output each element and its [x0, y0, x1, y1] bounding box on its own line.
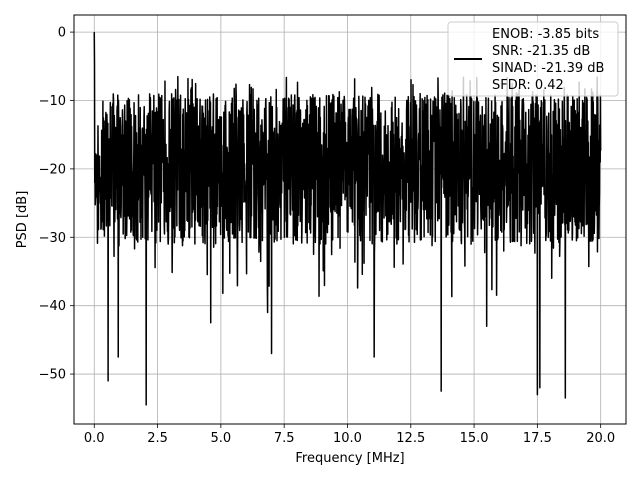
y-tick-label: 0	[58, 26, 66, 41]
x-axis-label: Frequency [MHz]	[295, 451, 404, 466]
y-axis-label: PSD [dB]	[15, 191, 30, 249]
legend-box	[447, 21, 619, 97]
y-tick-label: −30	[39, 231, 66, 246]
x-tick-label: 0.0	[84, 431, 105, 446]
legend-sinad: SINAD: -21.39 dB	[492, 61, 604, 76]
y-axis-ticks: 0 −10 −20 −30 −40 −50	[39, 26, 74, 383]
legend-enob: ENOB: -3.85 bits	[492, 27, 599, 42]
x-tick-label: 17.5	[523, 431, 552, 446]
x-tick-label: 15.0	[460, 431, 489, 446]
legend-snr: SNR: -21.35 dB	[492, 44, 590, 59]
x-tick-label: 12.5	[396, 431, 425, 446]
x-tick-label: 7.5	[274, 431, 295, 446]
legend-sfdr: SFDR: 0.42	[492, 78, 564, 93]
x-tick-label: 10.0	[333, 431, 362, 446]
y-tick-label: −10	[39, 94, 66, 109]
y-tick-label: −20	[39, 162, 66, 177]
x-axis-ticks: 0.0 2.5 5.0 7.5 10.0 12.5 15.0 17.5 20.0	[84, 424, 615, 446]
legend: ENOB: -3.85 bits SNR: -21.35 dB SINAD: -…	[447, 21, 619, 97]
x-tick-label: 20.0	[586, 431, 615, 446]
y-tick-label: −40	[39, 299, 66, 314]
y-tick-label: −50	[39, 368, 66, 383]
x-tick-label: 2.5	[147, 431, 168, 446]
axes-frame	[73, 14, 627, 425]
psd-series-line	[93, 32, 602, 406]
series-group	[93, 32, 602, 406]
x-tick-label: 5.0	[211, 431, 232, 446]
